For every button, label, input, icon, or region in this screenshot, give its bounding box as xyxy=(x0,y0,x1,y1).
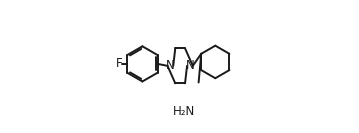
Text: H₂N: H₂N xyxy=(173,105,195,118)
Text: N: N xyxy=(166,59,175,72)
Text: F: F xyxy=(116,57,123,70)
Text: N: N xyxy=(186,59,194,72)
